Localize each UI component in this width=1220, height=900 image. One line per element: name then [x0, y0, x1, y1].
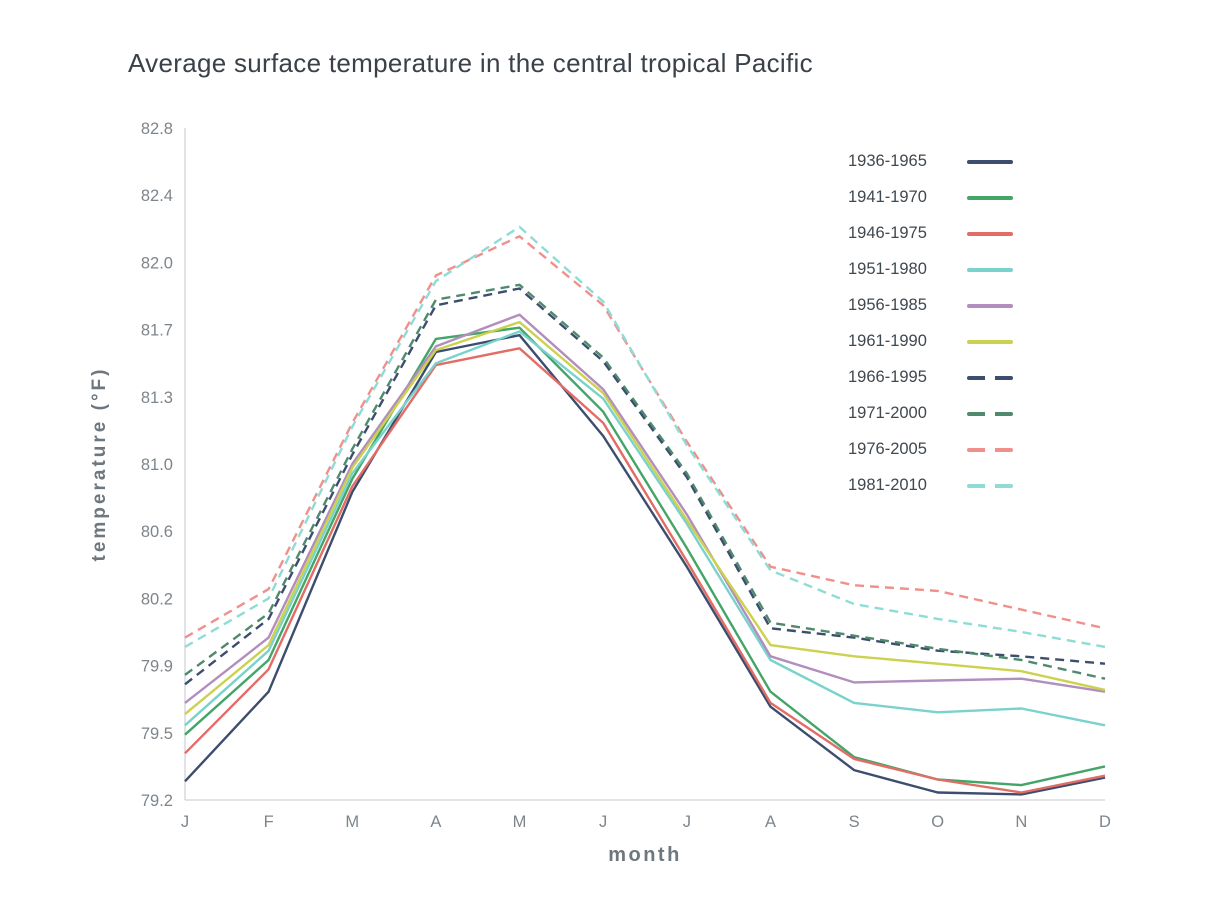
y-tick-label: 80.6 [141, 523, 173, 541]
x-tick-label: J [683, 813, 691, 831]
legend-label: 1956-1985 [848, 296, 927, 314]
x-tick-label: O [931, 813, 944, 831]
series-line-1976-2005 [184, 235, 1106, 639]
legend-swatch-solid-line [967, 303, 1013, 308]
legend-label: 1941-1970 [848, 188, 927, 206]
y-tick-label: 82.0 [141, 254, 173, 272]
legend-item-1961-1990: 1961-1990 [848, 330, 1013, 353]
legend-item-1951-1980: 1951-1980 [848, 258, 1013, 281]
y-tick-label: 81.3 [141, 389, 173, 407]
series-line-1941-1970 [184, 326, 1106, 787]
y-tick-label: 79.9 [141, 658, 173, 676]
x-tick-label: J [599, 813, 607, 831]
legend-label: 1971-2000 [848, 404, 927, 422]
legend-label: 1951-1980 [848, 260, 927, 278]
legend-label: 1976-2005 [848, 440, 927, 458]
series-line-1946-1975 [184, 347, 1106, 794]
y-tick-label: 82.8 [141, 120, 173, 138]
legend-swatch-solid-line [967, 339, 1013, 344]
y-tick-label: 81.0 [141, 456, 173, 474]
legend-label: 1936-1965 [848, 152, 927, 170]
series-line-1961-1990 [184, 320, 1106, 716]
x-axis-title: month [608, 844, 682, 866]
legend-swatch-dashed-line [967, 447, 1013, 452]
legend-item-1936-1965: 1936-1965 [848, 150, 1013, 173]
x-tick-label: S [849, 813, 860, 831]
x-tick-label: M [345, 813, 359, 831]
legend-item-1976-2005: 1976-2005 [848, 438, 1013, 461]
legend-item-1956-1985: 1956-1985 [848, 294, 1013, 317]
legend-label: 1946-1975 [848, 224, 927, 242]
x-tick-label: F [264, 813, 274, 831]
legend-item-1946-1975: 1946-1975 [848, 222, 1013, 245]
x-tick-label: N [1015, 813, 1027, 831]
y-tick-label: 79.5 [141, 725, 173, 743]
series-line-1966-1995 [184, 287, 1106, 686]
series-line-1971-2000 [184, 283, 1106, 680]
legend-swatch-dashed-line [967, 483, 1013, 488]
x-tick-label: A [430, 813, 441, 831]
y-tick-label: 81.7 [141, 322, 173, 340]
y-tick-label: 79.2 [141, 792, 173, 810]
x-tick-label: M [513, 813, 527, 831]
legend-swatch-solid-line [967, 267, 1013, 272]
legend-label: 1966-1995 [848, 368, 927, 386]
legend-swatch-solid-line [967, 231, 1013, 236]
x-tick-label: A [765, 813, 776, 831]
legend-swatch-dashed-line [967, 411, 1013, 416]
series-line-1981-2010 [184, 225, 1106, 649]
series-line-1936-1965 [184, 334, 1106, 796]
y-axis-title: temperature (°F) [89, 366, 110, 562]
legend: 1936-1965 1941-1970 1946-1975 1951-1980 1956… [848, 150, 1013, 497]
legend-label: 1961-1990 [848, 332, 927, 350]
legend-label: 1981-2010 [848, 476, 927, 494]
legend-item-1941-1970: 1941-1970 [848, 186, 1013, 209]
legend-swatch-solid-line [967, 159, 1013, 164]
legend-swatch-dashed-line [967, 375, 1013, 380]
x-tick-label: D [1099, 813, 1111, 831]
y-tick-label: 80.2 [141, 590, 173, 608]
legend-item-1981-2010: 1981-2010 [848, 474, 1013, 497]
series-line-1951-1980 [184, 330, 1106, 727]
chart-title: Average surface temperature in the centr… [128, 48, 813, 78]
legend-item-1966-1995: 1966-1995 [848, 366, 1013, 389]
legend-item-1971-2000: 1971-2000 [848, 402, 1013, 425]
series-line-1956-1985 [184, 313, 1106, 704]
legend-swatch-solid-line [967, 195, 1013, 200]
x-tick-label: J [181, 813, 189, 831]
y-tick-label: 82.4 [141, 187, 173, 205]
